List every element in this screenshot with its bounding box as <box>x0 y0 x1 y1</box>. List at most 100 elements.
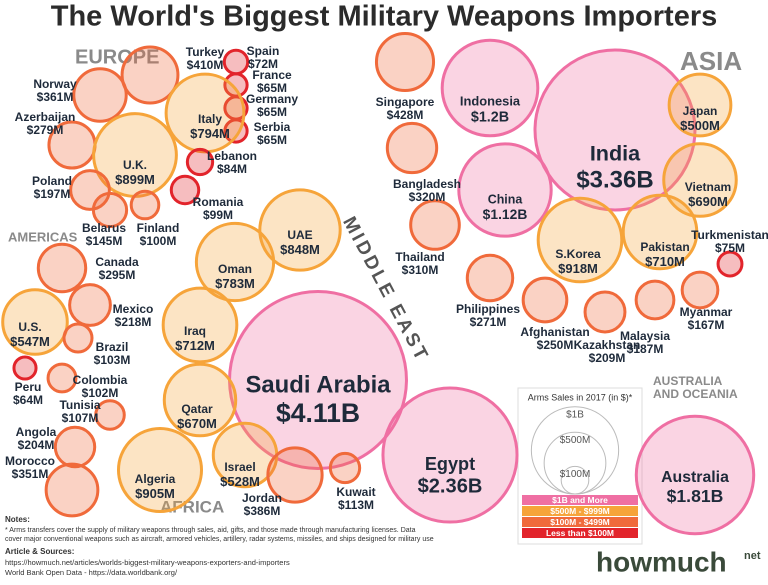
data-label: $99M <box>203 208 233 222</box>
bubble <box>385 121 439 175</box>
bubble <box>1 288 69 356</box>
data-label: $547M <box>10 334 50 349</box>
bubble <box>194 221 276 303</box>
data-label: $310M <box>402 263 439 277</box>
bubble <box>68 283 112 327</box>
data-label: $271M <box>470 315 507 329</box>
data-label: $167M <box>688 318 725 332</box>
bubble <box>328 451 362 485</box>
bubble <box>169 174 201 206</box>
data-label: $794M <box>190 126 230 141</box>
data-label: $103M <box>94 353 131 367</box>
bubble <box>409 199 461 251</box>
bubble <box>533 48 697 212</box>
region-label: AFRICA <box>160 497 224 516</box>
legend-size-label: $1B <box>566 409 584 420</box>
bubble <box>72 67 128 123</box>
legend-swatch <box>522 517 638 527</box>
country-name: Germany <box>246 92 298 106</box>
legend-label: $1B and More <box>552 495 608 505</box>
country-name: Finland <box>137 221 180 235</box>
data-label: $410M <box>187 58 224 72</box>
region-label: EUROPE <box>75 46 159 68</box>
sources-line: World Bank Open Data - https://data.worl… <box>5 568 178 577</box>
bubble <box>69 169 111 211</box>
country-name: Japan <box>683 104 718 118</box>
data-label: $72M <box>248 57 278 71</box>
country-name: Angola <box>16 425 57 439</box>
country-name: Thailand <box>395 250 444 264</box>
data-label: $65M <box>257 133 287 147</box>
country-name: Singapore <box>376 95 435 109</box>
notes-line: cover major conventional weapons such as… <box>5 536 434 543</box>
bubble <box>116 426 204 514</box>
country-name: China <box>488 192 523 206</box>
chart-title: The World's Biggest Military Weapons Imp… <box>51 1 718 33</box>
data-label: $204M <box>18 438 55 452</box>
country-name: Colombia <box>73 373 128 387</box>
country-name: Australia <box>661 469 729 486</box>
bubble <box>129 189 161 221</box>
notes-heading: Notes: <box>5 515 30 524</box>
country-name: Indonesia <box>460 93 521 108</box>
data-label: $295M <box>99 268 136 282</box>
data-label: $100M <box>140 234 177 248</box>
country-name: Oman <box>218 262 252 276</box>
data-label: $1.2B <box>471 109 509 125</box>
bubble <box>258 188 342 272</box>
bubble <box>162 362 238 438</box>
country-name: Kuwait <box>336 485 375 499</box>
data-label: $2.36B <box>418 475 483 497</box>
bubble <box>667 72 733 138</box>
data-label: $528M <box>220 474 260 489</box>
country-name: Poland <box>32 174 72 188</box>
data-label: $710M <box>645 254 685 269</box>
bubble <box>120 45 180 105</box>
data-label: $113M <box>338 498 374 512</box>
data-label: $899M <box>115 172 155 187</box>
data-label: $102M <box>82 386 119 400</box>
legend-swatch <box>522 506 638 516</box>
bubble <box>222 48 250 76</box>
bubble <box>161 286 239 364</box>
legend-size <box>560 465 590 495</box>
data-label: $218M <box>115 315 152 329</box>
country-name: UAE <box>287 228 312 242</box>
sources-line: https://howmuch.net/articles/worlds-bigg… <box>5 558 290 567</box>
country-name: Morocco <box>5 454 55 468</box>
country-name: Kazakhstan <box>574 338 641 352</box>
legend-title: Arms Sales in 2017 (in $)* <box>528 392 633 402</box>
bubble <box>440 38 540 138</box>
data-label: $187M <box>627 342 664 356</box>
data-label: $1.12B <box>483 206 528 222</box>
country-name: Qatar <box>181 402 213 416</box>
data-label: $848M <box>280 242 320 257</box>
legend-swatch <box>522 528 638 538</box>
data-label: $107M <box>62 411 99 425</box>
bubble <box>46 362 78 394</box>
data-label: $4.11B <box>276 398 360 428</box>
data-label: $197M <box>34 187 71 201</box>
country-name: Azerbaijan <box>15 110 76 124</box>
legend-label: $500M - $999M <box>550 506 610 516</box>
country-name: Iraq <box>184 324 206 338</box>
bubble <box>583 290 627 334</box>
country-name: Myanmar <box>680 305 733 319</box>
country-name: Bangladesh <box>393 177 461 191</box>
country-name: Malaysia <box>620 329 670 343</box>
bubble <box>662 142 738 218</box>
country-name: Romania <box>193 195 244 209</box>
data-label: $670M <box>177 416 217 431</box>
bubble <box>621 193 699 271</box>
bubble <box>374 31 436 93</box>
data-label: $428M <box>387 108 424 122</box>
data-label: $361M <box>37 90 74 104</box>
country-name: Pakistan <box>640 240 689 254</box>
bubble <box>36 242 88 294</box>
country-name: Canada <box>95 255 139 269</box>
legend-size-label: $100M <box>560 469 591 480</box>
bubble <box>91 191 129 229</box>
country-name: Spain <box>247 44 280 58</box>
country-name: India <box>590 141 641 166</box>
